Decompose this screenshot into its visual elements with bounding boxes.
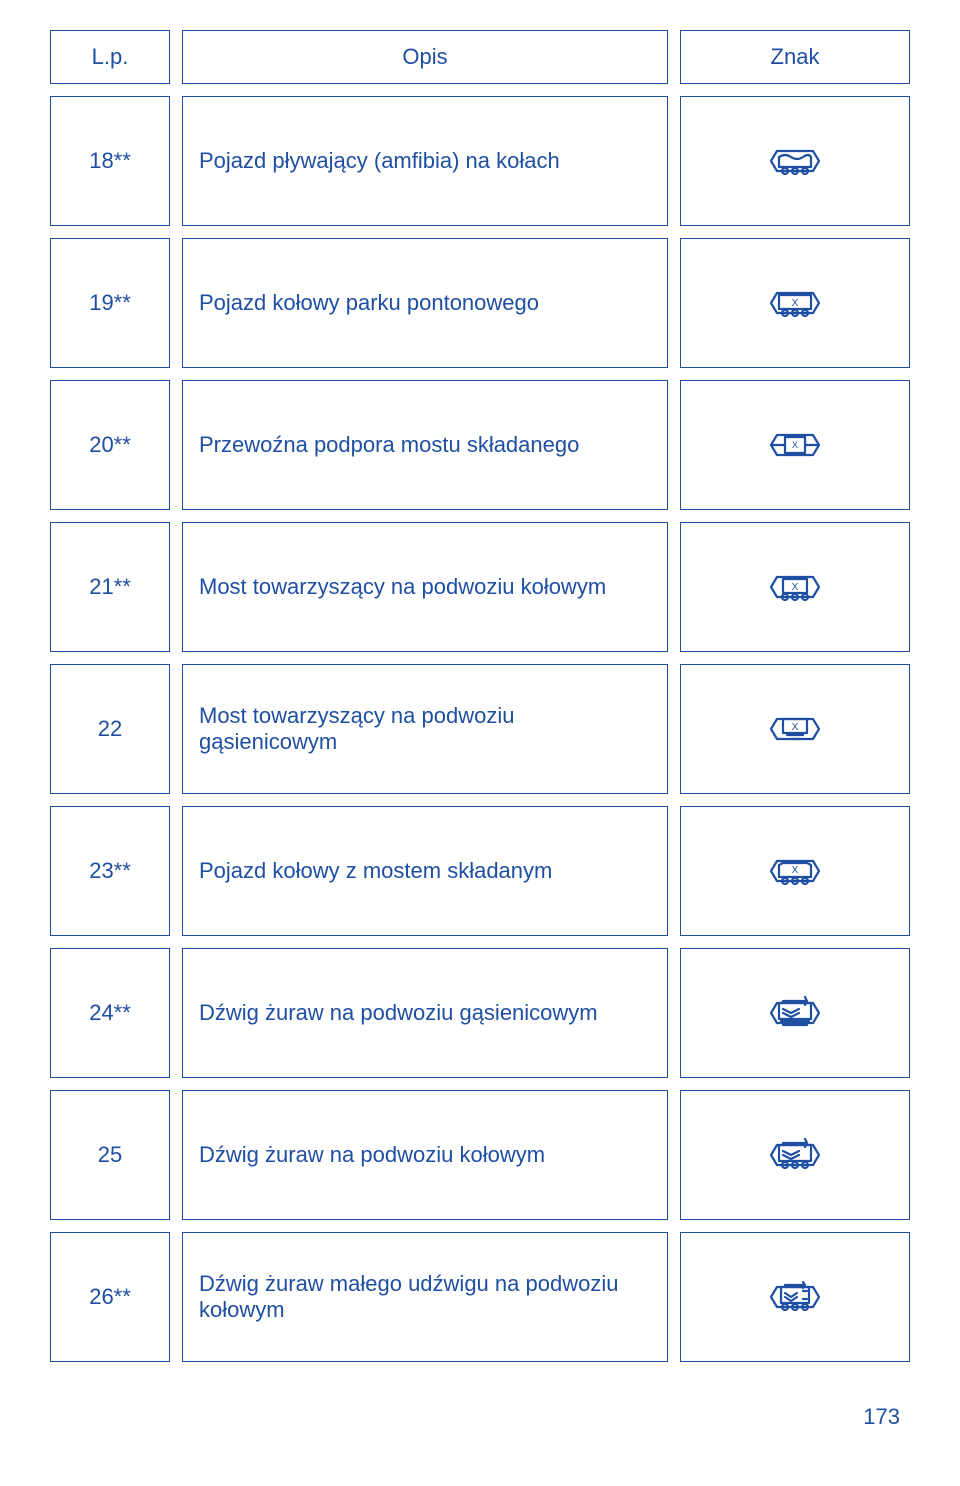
- pontoon-wheeled-icon: X: [759, 273, 831, 333]
- crane-small-wheeled-icon: [759, 1267, 831, 1327]
- cell-lp: 24**: [50, 948, 170, 1078]
- cell-znak: X: [680, 664, 910, 794]
- cell-lp: 21**: [50, 522, 170, 652]
- cell-lp: 20**: [50, 380, 170, 510]
- cell-lp: 26**: [50, 1232, 170, 1362]
- table-row: 25 Dźwig żuraw na podwoziu kołowym: [50, 1090, 910, 1220]
- folding-bridge-wheeled-icon: X: [759, 841, 831, 901]
- cell-opis: Dźwig żuraw małego udźwigu na podwoziu k…: [182, 1232, 668, 1362]
- page-number: 173: [50, 1374, 910, 1430]
- cell-znak: [680, 1090, 910, 1220]
- table-row: 26** Dźwig żuraw małego udźwigu na podwo…: [50, 1232, 910, 1362]
- cell-opis: Dźwig żuraw na podwoziu gąsienicowym: [182, 948, 668, 1078]
- cell-znak: X: [680, 806, 910, 936]
- cell-opis: Most towarzyszący na podwoziu gąsienicow…: [182, 664, 668, 794]
- header-opis: Opis: [182, 30, 668, 84]
- cell-lp: 18**: [50, 96, 170, 226]
- table-row: 21** Most towarzyszący na podwoziu kołow…: [50, 522, 910, 652]
- cell-znak: X: [680, 522, 910, 652]
- table-row: 24** Dźwig żuraw na podwoziu gąsienicowy…: [50, 948, 910, 1078]
- cell-opis: Przewoźna podpora mostu składanego: [182, 380, 668, 510]
- cell-opis: Pojazd pływający (amfibia) na kołach: [182, 96, 668, 226]
- amphibious-icon: [759, 131, 831, 191]
- table-row: 20** Przewoźna podpora mostu składanego …: [50, 380, 910, 510]
- table-row: 23** Pojazd kołowy z mostem składanym X: [50, 806, 910, 936]
- cell-lp: 19**: [50, 238, 170, 368]
- cell-opis: Most towarzyszący na podwoziu kołowym: [182, 522, 668, 652]
- cell-znak: [680, 948, 910, 1078]
- table-row: 18** Pojazd pływający (amfibia) na kołac…: [50, 96, 910, 226]
- bridge-support-icon: X: [759, 415, 831, 475]
- cell-znak: [680, 96, 910, 226]
- crane-wheeled-icon: [759, 1125, 831, 1185]
- bridge-tracked-icon: X: [759, 699, 831, 759]
- crane-tracked-icon: [759, 983, 831, 1043]
- table-row: 19** Pojazd kołowy parku pontonowego X: [50, 238, 910, 368]
- bridge-wheeled-icon: X: [759, 557, 831, 617]
- svg-text:X: X: [792, 722, 799, 733]
- svg-text:X: X: [792, 865, 799, 876]
- header-lp: L.p.: [50, 30, 170, 84]
- table-header-row: L.p. Opis Znak: [50, 30, 910, 84]
- cell-opis: Pojazd kołowy z mostem składanym: [182, 806, 668, 936]
- cell-lp: 22: [50, 664, 170, 794]
- cell-znak: X: [680, 238, 910, 368]
- cell-znak: [680, 1232, 910, 1362]
- cell-opis: Dźwig żuraw na podwoziu kołowym: [182, 1090, 668, 1220]
- svg-text:X: X: [792, 440, 798, 450]
- cell-opis: Pojazd kołowy parku pontonowego: [182, 238, 668, 368]
- table-row: 22 Most towarzyszący na podwoziu gąsieni…: [50, 664, 910, 794]
- cell-lp: 25: [50, 1090, 170, 1220]
- cell-znak: X: [680, 380, 910, 510]
- header-znak: Znak: [680, 30, 910, 84]
- svg-text:X: X: [792, 582, 799, 593]
- cell-lp: 23**: [50, 806, 170, 936]
- svg-text:X: X: [792, 298, 799, 309]
- table-body: 18** Pojazd pływający (amfibia) na kołac…: [50, 96, 910, 1362]
